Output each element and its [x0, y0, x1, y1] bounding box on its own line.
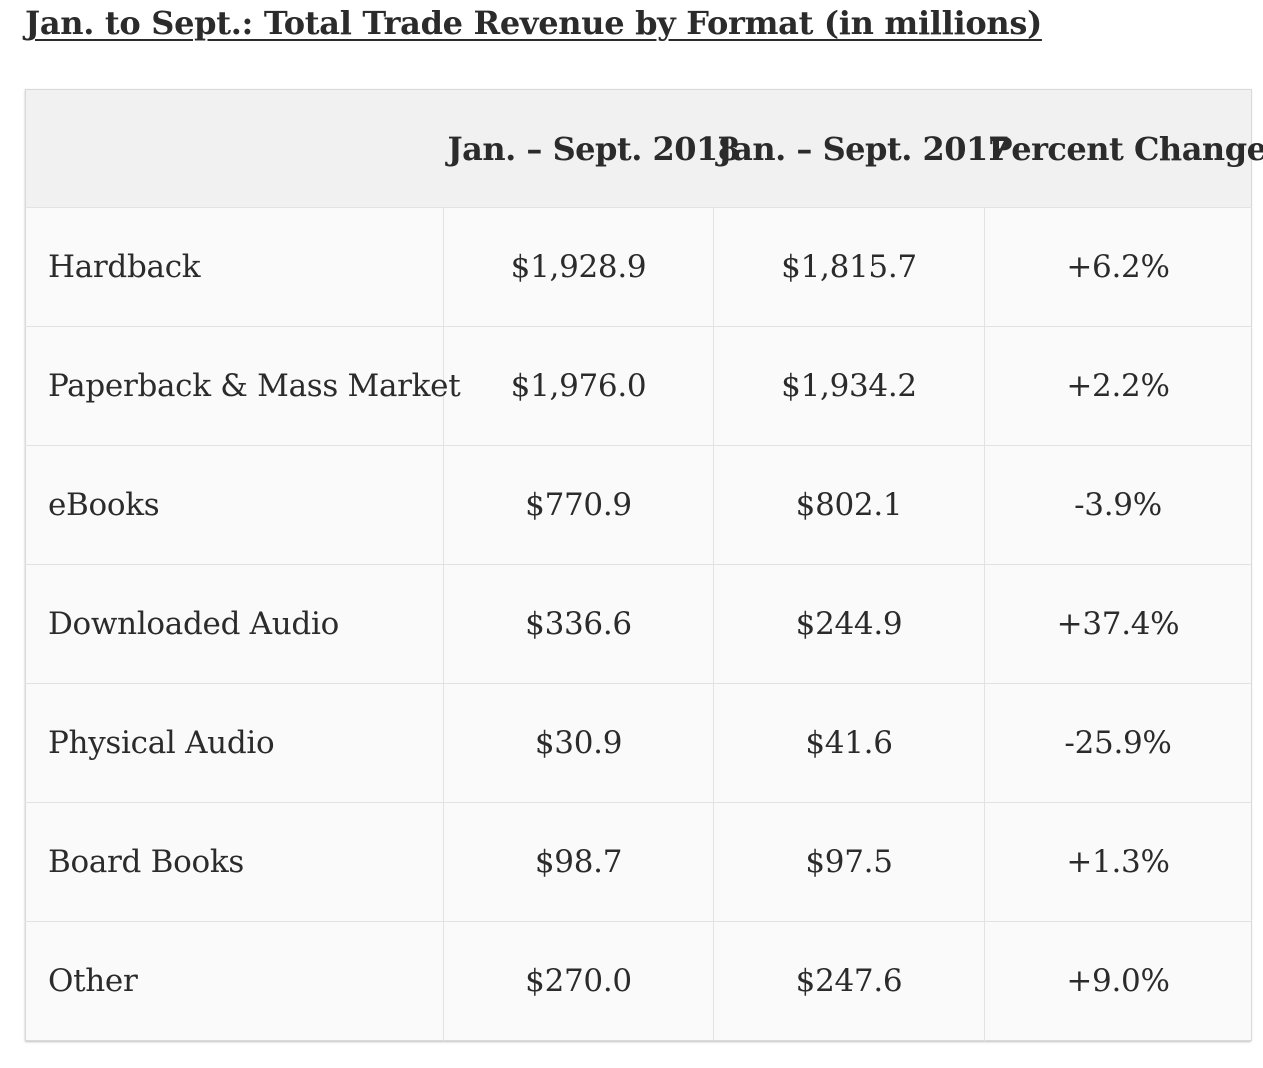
table-row: eBooks $770.9 $802.1 -3.9%: [25, 445, 1252, 565]
table-row: Paperback & Mass Market $1,976.0 $1,934.…: [25, 326, 1252, 446]
format-cell: Paperback & Mass Market: [25, 326, 461, 446]
format-cell: Board Books: [25, 802, 444, 922]
page-title: Jan. to Sept.: Total Trade Revenue by Fo…: [25, 4, 1042, 42]
percent-change-cell: +1.3%: [984, 802, 1252, 922]
format-cell: Physical Audio: [25, 683, 444, 803]
format-cell: Downloaded Audio: [25, 564, 444, 684]
value-2017-cell: $247.6: [713, 921, 985, 1041]
value-2017-cell: $41.6: [713, 683, 985, 803]
value-2018-cell: $770.9: [443, 445, 714, 565]
percent-change-cell: +6.2%: [984, 207, 1252, 327]
table-body: Hardback $1,928.9 $1,815.7 +6.2% Paperba…: [25, 207, 1252, 1041]
percent-change-cell: +9.0%: [984, 921, 1252, 1041]
value-2018-cell: $1,976.0: [443, 326, 714, 446]
header-percent-change: Percent Change: [984, 89, 1263, 208]
percent-change-cell: +37.4%: [984, 564, 1252, 684]
percent-change-cell: -25.9%: [984, 683, 1252, 803]
value-2017-cell: $97.5: [713, 802, 985, 922]
percent-change-cell: -3.9%: [984, 445, 1252, 565]
value-2018-cell: $270.0: [443, 921, 714, 1041]
header-2018: Jan. – Sept. 2018: [443, 89, 740, 208]
table-row: Board Books $98.7 $97.5 +1.3%: [25, 802, 1252, 922]
table-row: Physical Audio $30.9 $41.6 -25.9%: [25, 683, 1252, 803]
value-2018-cell: $336.6: [443, 564, 714, 684]
header-2017: Jan. – Sept. 2017: [713, 89, 1010, 208]
table-row: Hardback $1,928.9 $1,815.7 +6.2%: [25, 207, 1252, 327]
value-2018-cell: $1,928.9: [443, 207, 714, 327]
value-2017-cell: $1,815.7: [713, 207, 985, 327]
format-cell: Hardback: [25, 207, 444, 327]
revenue-by-format-table: Jan. – Sept. 2018 Jan. – Sept. 2017 Perc…: [25, 89, 1263, 1041]
value-2017-cell: $802.1: [713, 445, 985, 565]
header-format: [25, 89, 444, 208]
value-2018-cell: $30.9: [443, 683, 714, 803]
percent-change-cell: +2.2%: [984, 326, 1252, 446]
value-2017-cell: $244.9: [713, 564, 985, 684]
header-row: Jan. – Sept. 2018 Jan. – Sept. 2017 Perc…: [25, 89, 1263, 208]
table-row: Downloaded Audio $336.6 $244.9 +37.4%: [25, 564, 1252, 684]
format-cell: eBooks: [25, 445, 444, 565]
table-row: Other $270.0 $247.6 +9.0%: [25, 921, 1252, 1041]
revenue-table-container: Jan. – Sept. 2018 Jan. – Sept. 2017 Perc…: [25, 89, 1263, 1041]
value-2017-cell: $1,934.2: [713, 326, 985, 446]
value-2018-cell: $98.7: [443, 802, 714, 922]
table-header: Jan. – Sept. 2018 Jan. – Sept. 2017 Perc…: [25, 89, 1263, 208]
format-cell: Other: [25, 921, 444, 1041]
